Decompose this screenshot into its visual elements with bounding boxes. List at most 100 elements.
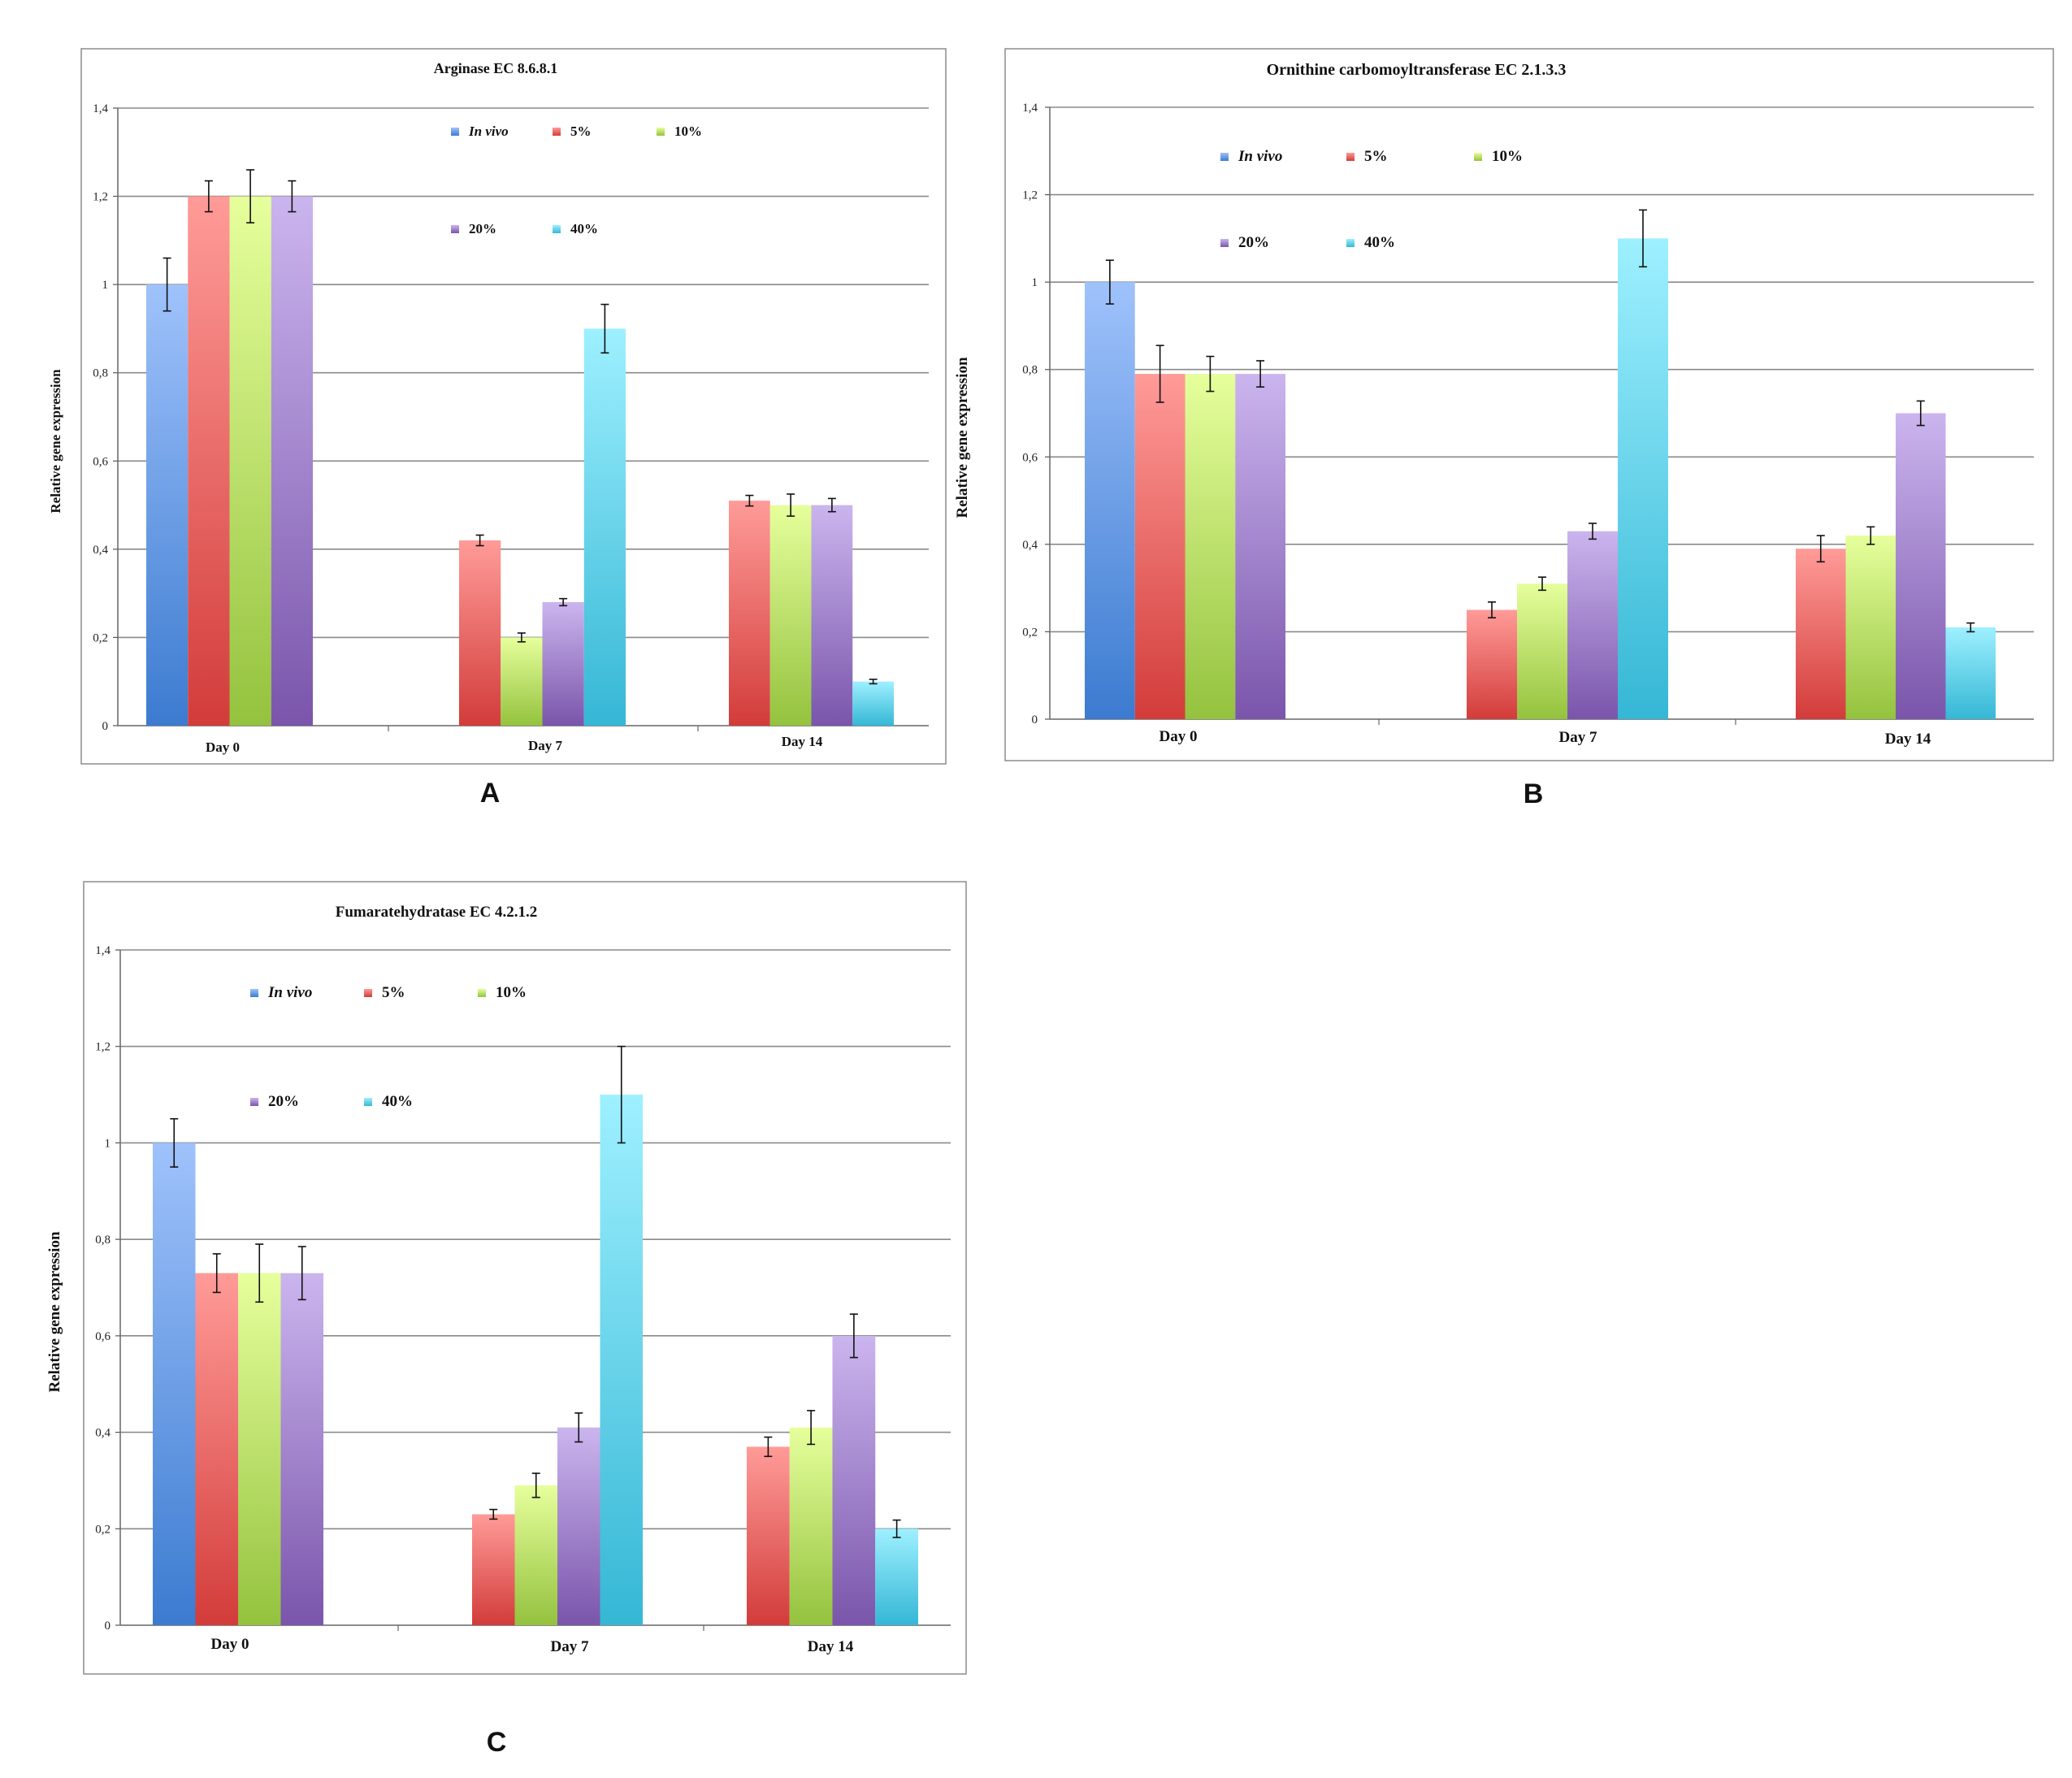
error-bar [1538, 576, 1546, 592]
y-axis-title: Relative gene expression [48, 369, 63, 514]
x-category-label: Day 7 [551, 1638, 589, 1655]
error-bar [1916, 400, 1925, 427]
legend-item-5: 5% [1346, 148, 1388, 165]
legend-swatch [250, 1098, 258, 1106]
error-bar [297, 1246, 306, 1301]
legend-label: 40% [570, 221, 598, 236]
legend-swatch [1346, 153, 1355, 161]
legend-swatch [553, 128, 561, 136]
error-bar [1155, 345, 1164, 403]
legend-swatch [364, 1098, 372, 1106]
error-bar [600, 303, 609, 354]
error-bar [745, 494, 754, 507]
x-category-label: Day 0 [1160, 728, 1198, 745]
chart-B: 0 0,2 0,4 0,6 0,8 1 1,2 1,4 Day 0 Day 7 Day 14 Rela… [954, 48, 2054, 809]
legend-label: 5% [570, 124, 592, 139]
bar-in-vivo-day-0 [1085, 282, 1135, 720]
bar-20-day-7 [557, 1427, 600, 1625]
error-bar [764, 1436, 773, 1458]
bar-10-day-7 [514, 1485, 557, 1625]
error-bar [1866, 526, 1875, 545]
legend-label: In vivo [267, 984, 312, 1001]
bar-in-vivo-day-0 [146, 284, 189, 726]
legend: In vivo 5% 10% 20% 40% [250, 984, 527, 1110]
y-axis-title: Relative gene expression [954, 357, 971, 518]
bar-10-day-14 [789, 1427, 833, 1625]
bar-10-day-0 [229, 196, 271, 726]
legend-label: 10% [674, 124, 702, 139]
legend-swatch [364, 989, 372, 997]
bar-10-day-0 [238, 1273, 281, 1625]
legend-label: In vivo [468, 124, 509, 139]
error-bar [827, 497, 836, 513]
bar-10-day-7 [1517, 583, 1567, 719]
y-tick-label: 0,8 [1022, 364, 1038, 377]
y-tick-label: 1,4 [95, 944, 111, 957]
legend-item-10: 10% [657, 124, 702, 139]
error-bar [1966, 622, 1975, 633]
y-tick-label: 0,4 [1022, 539, 1038, 552]
panel-label: A [480, 778, 501, 809]
error-bar [517, 632, 526, 643]
legend-swatch [1474, 153, 1482, 161]
legend-item-20: 20% [1220, 234, 1269, 251]
x-category-label: Day 7 [1559, 729, 1597, 746]
bar-5-day-14 [729, 501, 770, 726]
x-category-label: Day 14 [782, 734, 823, 749]
bar-5-day-7 [1467, 609, 1517, 719]
error-bar [849, 1313, 858, 1359]
legend-item-40: 40% [1346, 234, 1395, 251]
error-bar [1488, 601, 1496, 619]
x-category-label: Day 14 [1885, 731, 1931, 748]
x-category-label: Day 7 [528, 738, 563, 753]
chart-title: Ornithine carbomoyltransferase EC 2.1.3.… [1267, 61, 1567, 79]
error-bar [559, 597, 568, 607]
bar-5-day-14 [1796, 549, 1846, 719]
bar-40-day-7 [583, 328, 626, 726]
legend-item-10: 10% [478, 984, 527, 1001]
bar-40-day-14 [875, 1529, 918, 1625]
legend-label: 40% [382, 1093, 413, 1110]
bar-10-day-14 [769, 505, 812, 726]
bar-10-day-7 [501, 637, 543, 726]
legend-swatch [1220, 153, 1229, 161]
bar-20-day-0 [280, 1273, 323, 1625]
legend-label: 20% [1238, 234, 1269, 251]
chart-A: 0 0,2 0,4 0,6 0,8 1 1,2 1,4 Day 0 Day 7 Day 14 Rela… [48, 48, 947, 809]
y-tick-label: 0,2 [1022, 626, 1038, 639]
bar-20-day-14 [1896, 413, 1946, 719]
bar-40-day-14 [852, 681, 894, 726]
bar-5-day-0 [195, 1273, 238, 1625]
y-tick-label: 1,2 [1022, 189, 1038, 202]
bar-in-vivo-day-0 [153, 1143, 196, 1625]
y-tick-label: 0,6 [93, 455, 108, 468]
error-bar [1105, 259, 1114, 305]
error-bar [288, 180, 297, 213]
error-bar [475, 534, 484, 547]
y-tick-label: 0,6 [1022, 451, 1038, 464]
legend: In vivo 5% 10% 20% 40% [451, 124, 702, 236]
legend-swatch [250, 989, 258, 997]
error-bar [531, 1472, 540, 1498]
y-tick-label: 0,4 [95, 1427, 111, 1440]
x-category-label: Day 0 [211, 1636, 249, 1653]
error-bar [1206, 355, 1215, 392]
error-bar [1816, 535, 1825, 563]
legend-item-in-vivo: In vivo [250, 984, 312, 1001]
y-tick-label: 0,6 [95, 1330, 111, 1343]
bar-40-day-14 [1945, 627, 1996, 719]
y-tick-label: 1,2 [95, 1041, 111, 1054]
x-category-label: Day 14 [808, 1638, 854, 1655]
bar-20-day-14 [832, 1335, 876, 1625]
error-bar [255, 1243, 264, 1303]
y-tick-label: 1 [105, 1137, 111, 1150]
bar-40-day-7 [600, 1095, 643, 1625]
chart-title: Arginase EC 8.6.8.1 [434, 60, 558, 76]
y-tick-label: 0,2 [95, 1523, 111, 1536]
y-tick-label: 1,4 [1022, 102, 1038, 115]
y-tick-label: 1 [102, 279, 109, 292]
legend-swatch [1346, 239, 1355, 247]
legend-item-5: 5% [553, 124, 592, 139]
bar-20-day-7 [1567, 531, 1618, 719]
y-tick-label: 0 [1032, 713, 1038, 726]
